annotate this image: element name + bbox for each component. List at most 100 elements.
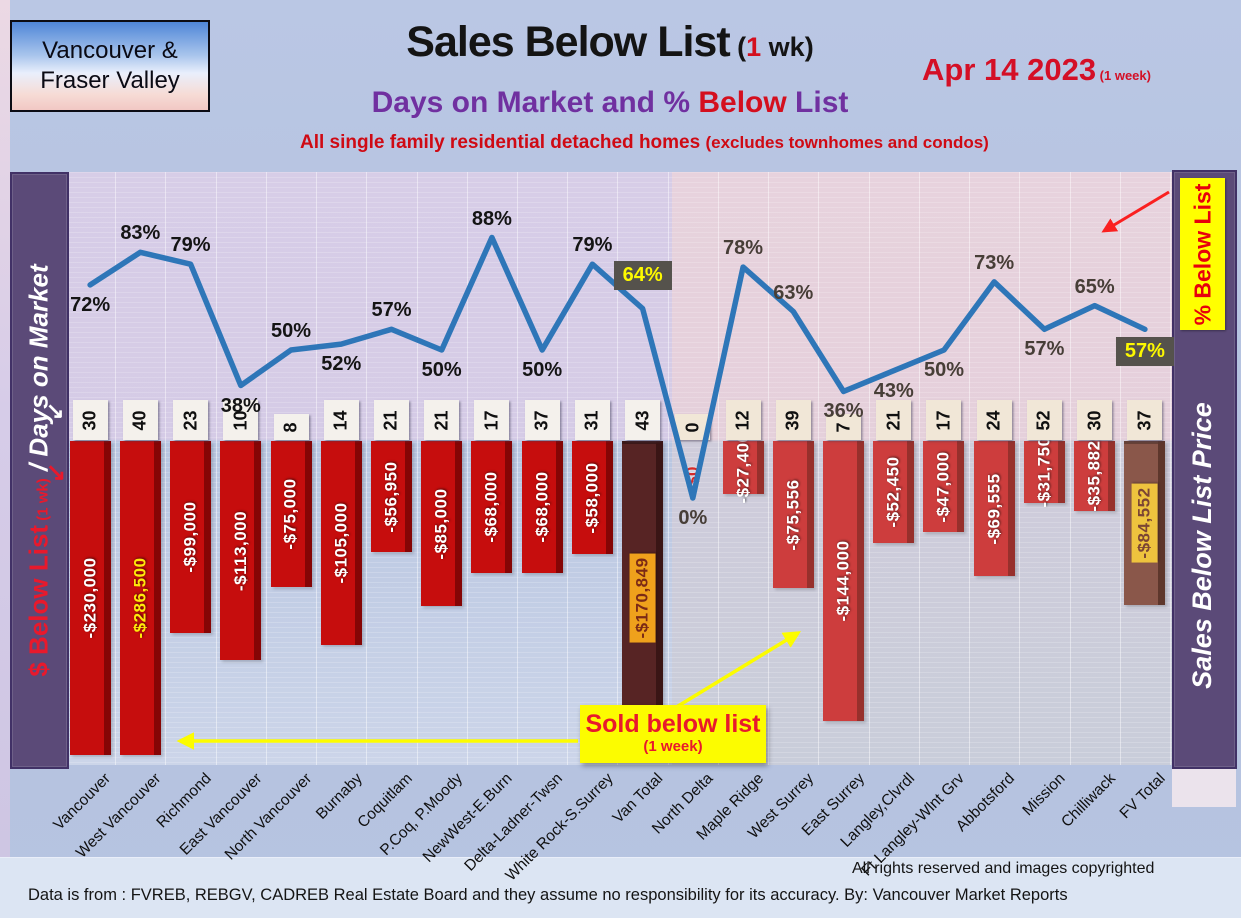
bar-value-text-west-surrey: -$75,556 (783, 478, 803, 551)
category-label-mission: Mission (1019, 770, 1069, 820)
days-value-richmond: 23 (180, 409, 201, 431)
days-badge-maple-ridge: 12 (725, 400, 761, 440)
subtitle-part3: List (786, 86, 849, 119)
pct-label-p-coq-p-moody: 50% (421, 359, 462, 381)
days-value-burnaby: 14 (330, 409, 351, 431)
bar-value-text-fv-total: -$84,552 (1131, 483, 1158, 563)
days-badge-white-rock-s-surrey: 31 (574, 400, 610, 440)
bar-value-label-fv-total: -$84,552 (1124, 441, 1165, 605)
category-label-newwest-e-burn: NewWest-E.Burn (420, 770, 516, 866)
pct-below-list-legend-label: % Below List (1189, 183, 1216, 325)
days-badge-ft-langley-wlnt-grv: 17 (926, 400, 962, 440)
date-note: (1 week) (1096, 68, 1151, 83)
days-value-p-coq-p-moody: 21 (431, 409, 452, 431)
days-value-chilliwack: 30 (1084, 409, 1105, 431)
bar-value-label-p-coq-p-moody: -$85,000 (421, 441, 462, 606)
days-badge-chilliwack: 30 (1077, 400, 1113, 440)
days-value-east-surrey: 7 (833, 421, 854, 433)
days-badge-richmond: 23 (173, 400, 209, 440)
title-paren-rest: wk) (761, 32, 814, 62)
bar-value-label-chilliwack: -$35,882 (1074, 440, 1115, 511)
pct-label-maple-ridge: 78% (723, 237, 764, 260)
pct-label-van-total: 64% (613, 260, 672, 290)
days-badge-delta-ladner-twsn: 37 (524, 400, 560, 440)
grid-column-fv-total (1120, 172, 1171, 765)
bar-value-text-van-total: -$170,849 (629, 553, 656, 643)
days-badge-newwest-e-burn: 17 (474, 400, 510, 440)
bar-value-text-maple-ridge: -$27,400 (733, 431, 753, 504)
days-value-west-vancouver: 40 (129, 409, 150, 431)
days-value-newwest-e-burn: 17 (481, 409, 502, 431)
bar-value-label-newwest-e-burn: -$68,000 (471, 441, 512, 573)
days-badge-abbotsford: 24 (976, 400, 1012, 440)
region-line2: Fraser Valley (40, 67, 180, 94)
bar-value-text-ft-langley-wlnt-grv: -$47,000 (933, 450, 953, 523)
days-value-delta-ladner-twsn: 37 (531, 409, 552, 431)
bar-value-label-burnaby: -$105,000 (321, 441, 362, 645)
sales-below-list-price-label: Sales Below List Price (1187, 401, 1217, 689)
days-badge-burnaby: 14 (323, 400, 359, 440)
category-label-chilliwack: Chilliwack (1057, 770, 1119, 831)
days-value-west-surrey: 39 (782, 409, 803, 431)
days-badge-north-vancouver: 8 (273, 414, 309, 440)
bar-value-label-coquitlam: -$56,950 (371, 441, 412, 552)
bar-value-text-east-surrey: -$144,000 (833, 540, 853, 622)
category-label-fv-total: FV Total (1116, 770, 1169, 823)
pct-label-white-rock-s-surrey: 79% (572, 234, 613, 257)
bar-value-text-richmond: -$99,000 (180, 501, 200, 573)
pct-label-west-vancouver: 83% (120, 222, 161, 245)
page-title: Sales Below List (1 wk) (300, 18, 920, 67)
bar-value-text-p-coq-p-moody: -$85,000 (431, 487, 451, 560)
category-label-north-vancouver: North Vancouver (221, 770, 316, 864)
days-value-coquitlam: 21 (380, 409, 401, 431)
bar-value-text-newwest-e-burn: -$68,000 (481, 471, 501, 543)
page-tagline: All single family residential detached h… (300, 132, 989, 154)
bar-value-label-west-surrey: -$75,556 (773, 441, 814, 588)
pct-label-chilliwack: 65% (1074, 275, 1115, 298)
sold-below-list-subtext: (1 week) (643, 737, 703, 755)
days-value-maple-ridge: 12 (732, 409, 753, 431)
bar-value-text-vancouver: -$230,000 (80, 557, 100, 639)
pct-below-list-legend-chip: % Below List (1180, 178, 1225, 330)
days-value-north-vancouver: 8 (280, 421, 301, 433)
days-badge-langley-clvrdl: 21 (876, 400, 912, 440)
date-main: Apr 14 2023 (922, 52, 1097, 87)
days-value-north-delta: 0 (682, 421, 703, 433)
bar-value-text-north-delta: $0 (682, 466, 702, 486)
days-value-fv-total: 37 (1134, 409, 1155, 431)
bar-value-label-mission: -$31,750 (1024, 436, 1065, 507)
bar-value-text-north-vancouver: -$75,000 (281, 478, 301, 550)
bar-value-label-ft-langley-wlnt-grv: -$47,000 (923, 441, 964, 532)
bar-value-text-white-rock-s-surrey: -$58,000 (582, 461, 602, 534)
pct-label-langley-clvrdl: 43% (873, 379, 914, 402)
pct-label-richmond: 79% (170, 234, 211, 257)
region-line1: Vancouver & (42, 37, 178, 64)
bar-value-text-east-vancouver: -$113,000 (230, 510, 250, 591)
bar-value-text-delta-ladner-twsn: -$68,000 (532, 471, 552, 543)
days-badge-coquitlam: 21 (373, 400, 409, 440)
days-badge-west-vancouver: 40 (122, 400, 158, 440)
days-value-mission: 52 (1033, 409, 1054, 431)
bar-value-text-mission: -$31,750 (1034, 436, 1054, 508)
bar-value-label-langley-clvrdl: -$52,450 (873, 441, 914, 543)
days-badge-mission: 52 (1026, 400, 1062, 440)
days-badge-fv-total: 37 (1127, 400, 1163, 440)
pct-label-vancouver: 72% (70, 293, 111, 316)
days-on-market-label: / Days on Market (24, 264, 54, 479)
left-axis-sidebar: $ Below List (1 wk) / Days on Market (10, 172, 69, 769)
bar-value-label-vancouver: -$230,000 (70, 441, 111, 755)
bar-value-label-north-delta: $0 (673, 444, 713, 508)
pct-label-newwest-e-burn: 88% (471, 207, 512, 230)
bar-value-text-coquitlam: -$56,950 (381, 460, 401, 533)
pct-label-abbotsford: 73% (974, 251, 1015, 274)
title-paren-open: ( (729, 32, 747, 62)
bar-value-text-abbotsford: -$69,555 (984, 472, 1004, 545)
days-value-white-rock-s-surrey: 31 (581, 409, 602, 431)
region-title-box: Vancouver & Fraser Valley (10, 20, 210, 112)
pct-label-east-vancouver: 38% (220, 394, 261, 417)
title-paren-red: 1 (746, 32, 762, 62)
days-badge-vancouver: 30 (72, 400, 108, 440)
dollar-pointer-arrow-icon: ↘ (46, 459, 67, 486)
bar-value-label-east-surrey: -$144,000 (823, 441, 864, 721)
